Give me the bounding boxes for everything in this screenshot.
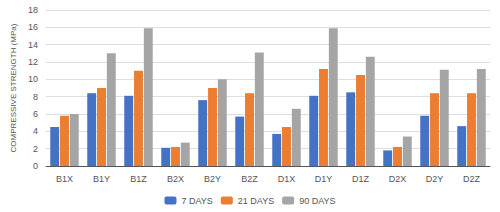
svg-text:10: 10 — [28, 74, 38, 84]
svg-text:0: 0 — [33, 161, 38, 171]
svg-text:16: 16 — [28, 22, 38, 32]
svg-text:8: 8 — [33, 92, 38, 102]
svg-text:2: 2 — [33, 144, 38, 154]
svg-text:D1X: D1X — [278, 174, 296, 184]
svg-text:D1Y: D1Y — [315, 174, 333, 184]
svg-text:21 DAYS: 21 DAYS — [238, 196, 274, 206]
svg-text:14: 14 — [28, 40, 38, 50]
svg-text:4: 4 — [33, 126, 38, 136]
svg-text:COMPRESSIVE STRENGTH (MPa): COMPRESSIVE STRENGTH (MPa) — [9, 23, 18, 152]
svg-text:D1Z: D1Z — [352, 174, 370, 184]
svg-text:18: 18 — [28, 5, 38, 15]
svg-text:B2Z: B2Z — [241, 174, 258, 184]
svg-text:B2X: B2X — [167, 174, 184, 184]
svg-text:D2X: D2X — [389, 174, 407, 184]
svg-text:B1X: B1X — [56, 174, 73, 184]
svg-text:D2Y: D2Y — [426, 174, 444, 184]
svg-text:B1Y: B1Y — [93, 174, 110, 184]
svg-text:12: 12 — [28, 57, 38, 67]
svg-text:7 DAYS: 7 DAYS — [181, 196, 212, 206]
svg-text:B2Y: B2Y — [204, 174, 221, 184]
svg-text:6: 6 — [33, 109, 38, 119]
svg-text:90 DAYS: 90 DAYS — [299, 196, 335, 206]
svg-text:B1Z: B1Z — [130, 174, 147, 184]
svg-text:D2Z: D2Z — [463, 174, 481, 184]
